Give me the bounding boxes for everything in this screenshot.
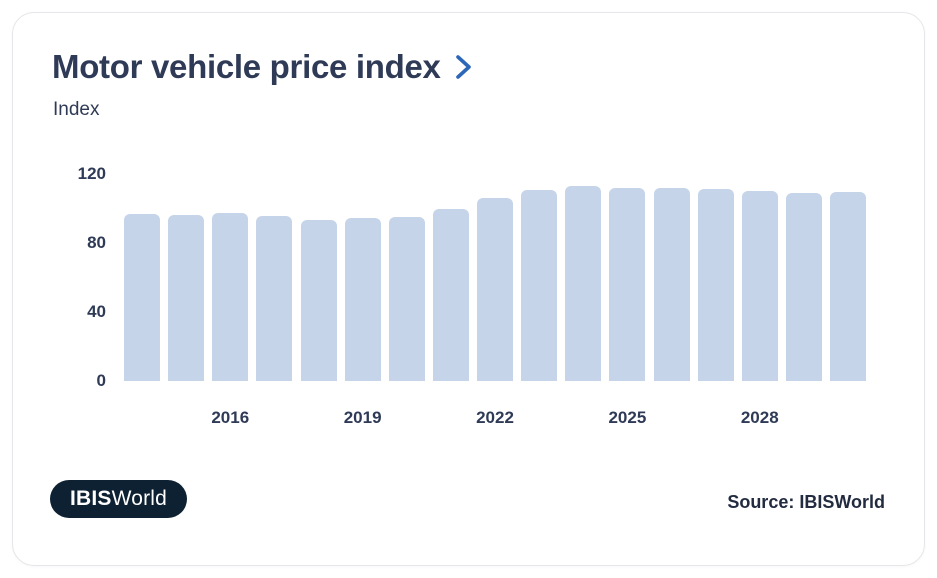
bar-2025[interactable]	[609, 188, 646, 381]
bar-2017[interactable]	[256, 216, 293, 381]
bar-2029[interactable]	[785, 193, 822, 381]
x-tick-label-2016: 2016	[211, 408, 250, 427]
bar-2028[interactable]	[741, 191, 778, 381]
bar-2015[interactable]	[168, 215, 205, 381]
axis-unit-label: Index	[53, 99, 100, 120]
x-tick-label-2022: 2022	[476, 408, 514, 427]
bar-2022[interactable]	[477, 198, 513, 381]
bar-2014[interactable]	[124, 214, 160, 381]
y-tick-label-0: 0	[96, 371, 106, 390]
bar-2016[interactable]	[212, 213, 249, 381]
bar-2019[interactable]	[344, 218, 381, 381]
bar-2023[interactable]	[521, 190, 558, 381]
x-tick-label-2028: 2028	[740, 408, 779, 427]
bar-2018[interactable]	[300, 220, 337, 381]
bar-2020[interactable]	[388, 217, 425, 381]
source-credit: Source: IBISWorld	[727, 492, 885, 512]
bar-2021[interactable]	[432, 209, 469, 381]
chart-card: Motor vehicle price index Index 120 80 40 0…	[12, 12, 925, 566]
y-tick-label-40: 40	[87, 302, 106, 321]
bar-2030[interactable]	[830, 192, 866, 381]
x-tick-label-2025: 2025	[608, 408, 647, 427]
y-tick-label-120: 120	[77, 164, 106, 183]
logo-text-regular: World	[111, 487, 168, 510]
chevron-right-icon	[455, 55, 471, 79]
chart-title-link[interactable]: Motor vehicle price index	[52, 48, 472, 85]
y-tick-label-80: 80	[87, 233, 106, 252]
page-title: Motor vehicle price index	[52, 48, 441, 85]
x-tick-label-2019: 2019	[343, 408, 382, 427]
bar-2024[interactable]	[565, 186, 602, 381]
bar-2027[interactable]	[697, 189, 734, 381]
logo-text-bold: IBIS	[69, 487, 112, 510]
bar-2026[interactable]	[653, 188, 690, 381]
ibisworld-logo: IBIS World	[50, 480, 187, 518]
bar-chart-plot-area	[124, 171, 866, 381]
